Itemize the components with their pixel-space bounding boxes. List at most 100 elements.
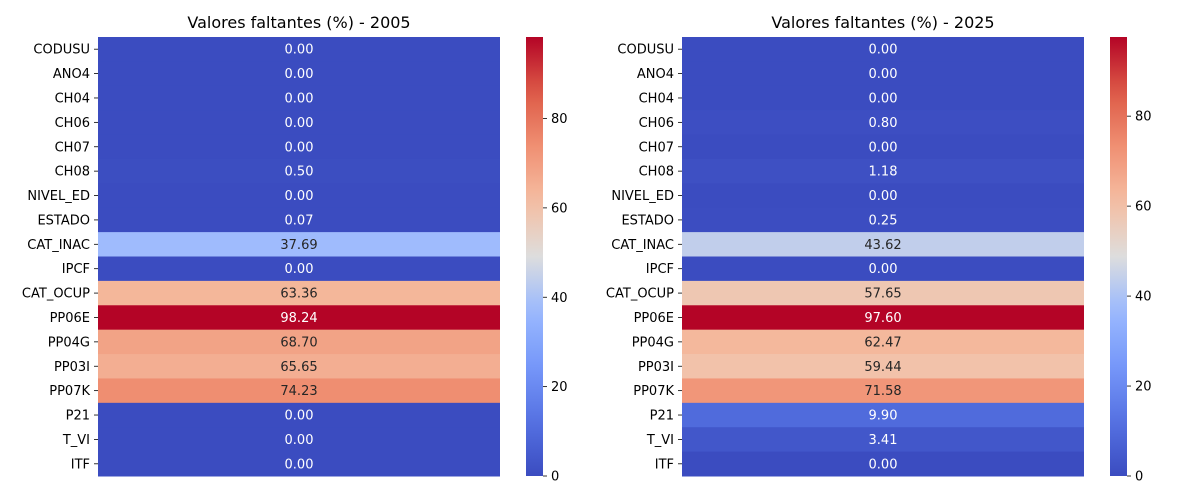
heatmap-cell bbox=[98, 354, 500, 379]
heatmap-cell bbox=[98, 256, 500, 282]
heatmap-cell bbox=[98, 61, 500, 87]
y-tick-label: ANO4 bbox=[53, 67, 90, 82]
cell-value-label: 0.00 bbox=[869, 262, 898, 277]
cell-value-label: 0.00 bbox=[869, 140, 898, 155]
cell-value-label: 1.18 bbox=[869, 165, 898, 180]
heatmap-cell bbox=[682, 451, 1084, 477]
heatmap-cell bbox=[682, 183, 1084, 209]
cell-value-label: 3.41 bbox=[869, 433, 898, 448]
y-tick-label: PP04G bbox=[632, 335, 674, 350]
cell-value-label: 63.36 bbox=[280, 287, 317, 302]
y-tick-label: CH04 bbox=[55, 91, 90, 106]
heatmap-cell bbox=[682, 158, 1084, 184]
y-tick-label: CH06 bbox=[55, 116, 90, 131]
cell-value-label: 0.07 bbox=[285, 213, 314, 228]
y-tick-label: CH08 bbox=[55, 165, 90, 180]
y-tick-label: ITF bbox=[655, 457, 674, 472]
cell-value-label: 0.00 bbox=[285, 43, 314, 58]
heatmap-cell bbox=[682, 232, 1084, 257]
y-tick-label: CODUSU bbox=[33, 43, 90, 58]
heatmap-cell bbox=[98, 280, 500, 306]
colorbar-tick-label: 0 bbox=[1135, 470, 1143, 485]
heatmap-panel-2005: Valores faltantes (%) - 2005 0.00 CODUSU 0.… bbox=[22, 13, 568, 485]
chart-title: Valores faltantes (%) - 2005 bbox=[187, 13, 410, 32]
y-tick-label: CH08 bbox=[639, 165, 674, 180]
heatmap-cell bbox=[682, 402, 1084, 428]
cell-value-label: 0.00 bbox=[285, 67, 314, 82]
cell-value-label: 0.80 bbox=[869, 116, 898, 131]
y-tick-label: P21 bbox=[66, 409, 90, 424]
heatmap-cell bbox=[682, 329, 1084, 355]
y-tick-label: T_VI bbox=[646, 433, 674, 448]
cell-value-label: 0.00 bbox=[285, 140, 314, 155]
heatmap-cell bbox=[98, 183, 500, 209]
heatmap-cell bbox=[98, 158, 500, 184]
chart-title: Valores faltantes (%) - 2025 bbox=[771, 13, 994, 32]
cell-value-label: 0.00 bbox=[869, 91, 898, 106]
cell-value-label: 0.00 bbox=[285, 409, 314, 424]
heatmap-cell bbox=[682, 354, 1084, 379]
y-tick-label: PP07K bbox=[49, 384, 90, 399]
heatmap-cell bbox=[682, 305, 1084, 331]
heatmap-cell bbox=[98, 378, 500, 404]
cell-value-label: 0.50 bbox=[285, 165, 314, 180]
y-tick-label: ESTADO bbox=[37, 213, 90, 228]
cell-value-label: 65.65 bbox=[280, 360, 317, 375]
colorbar-tick-label: 60 bbox=[1135, 200, 1152, 215]
cell-value-label: 74.23 bbox=[280, 384, 317, 399]
y-tick-label: T_VI bbox=[62, 433, 90, 448]
y-tick-label: CH04 bbox=[639, 91, 674, 106]
y-tick-label: CH07 bbox=[55, 140, 90, 155]
y-tick-label: PP03I bbox=[54, 360, 90, 375]
cell-value-label: 71.58 bbox=[864, 384, 901, 399]
heatmap-cell bbox=[98, 134, 500, 160]
y-tick-label: ITF bbox=[71, 457, 90, 472]
colorbar-tick-label: 60 bbox=[551, 201, 568, 216]
cell-value-label: 43.62 bbox=[864, 238, 901, 253]
heatmap-cell bbox=[682, 207, 1084, 233]
y-tick-label: PP06E bbox=[634, 311, 674, 326]
heatmap-cell bbox=[98, 110, 500, 136]
y-tick-label: CAT_INAC bbox=[611, 238, 674, 253]
y-tick-label: CAT_OCUP bbox=[606, 287, 674, 302]
colorbar bbox=[1110, 37, 1127, 476]
cell-value-label: 97.60 bbox=[864, 311, 901, 326]
heatmap-cell bbox=[98, 37, 500, 62]
cell-value-label: 0.25 bbox=[869, 213, 898, 228]
heatmap-cell bbox=[98, 85, 500, 111]
colorbar-tick-label: 20 bbox=[551, 380, 568, 395]
y-tick-label: P21 bbox=[650, 409, 674, 424]
cell-value-label: 0.00 bbox=[285, 433, 314, 448]
y-tick-label: PP04G bbox=[48, 335, 90, 350]
y-tick-label: CH06 bbox=[639, 116, 674, 131]
cell-value-label: 0.00 bbox=[285, 189, 314, 204]
heatmap-cell bbox=[682, 37, 1084, 62]
y-tick-label: CAT_OCUP bbox=[22, 287, 90, 302]
y-tick-label: NIVEL_ED bbox=[27, 189, 90, 204]
y-tick-label: IPCF bbox=[62, 262, 90, 277]
heatmap-cell bbox=[682, 280, 1084, 306]
cell-value-label: 9.90 bbox=[869, 409, 898, 424]
heatmap-cell bbox=[98, 402, 500, 428]
colorbar-tick-label: 0 bbox=[551, 470, 559, 485]
cell-value-label: 0.00 bbox=[285, 91, 314, 106]
cell-value-label: 0.00 bbox=[285, 262, 314, 277]
heatmap-cell bbox=[682, 110, 1084, 136]
heatmap-panel-2025: Valores faltantes (%) - 2025 0.00 CODUSU 0.… bbox=[606, 13, 1152, 485]
heatmap-cell bbox=[98, 305, 500, 331]
heatmap-cell bbox=[682, 378, 1084, 404]
cell-value-label: 0.00 bbox=[869, 67, 898, 82]
cell-value-label: 0.00 bbox=[285, 116, 314, 131]
colorbar-tick-label: 20 bbox=[1135, 380, 1152, 395]
cell-value-label: 0.00 bbox=[869, 457, 898, 472]
heatmap-cell bbox=[682, 61, 1084, 87]
colorbar-tick-label: 80 bbox=[551, 112, 568, 127]
y-tick-label: CODUSU bbox=[617, 43, 674, 58]
heatmap-cell bbox=[682, 256, 1084, 282]
cell-value-label: 57.65 bbox=[864, 287, 901, 302]
heatmap-cell bbox=[98, 232, 500, 257]
cell-value-label: 37.69 bbox=[280, 238, 317, 253]
y-tick-label: PP07K bbox=[633, 384, 674, 399]
cell-value-label: 0.00 bbox=[285, 457, 314, 472]
